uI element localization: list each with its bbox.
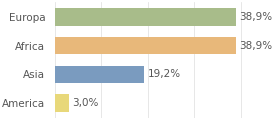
Bar [55, 66, 144, 83]
Bar [55, 94, 69, 112]
Bar [55, 8, 236, 26]
Bar [55, 37, 236, 54]
Text: 19,2%: 19,2% [148, 69, 181, 79]
Text: 38,9%: 38,9% [239, 41, 272, 51]
Text: 3,0%: 3,0% [73, 98, 99, 108]
Text: 38,9%: 38,9% [239, 12, 272, 22]
